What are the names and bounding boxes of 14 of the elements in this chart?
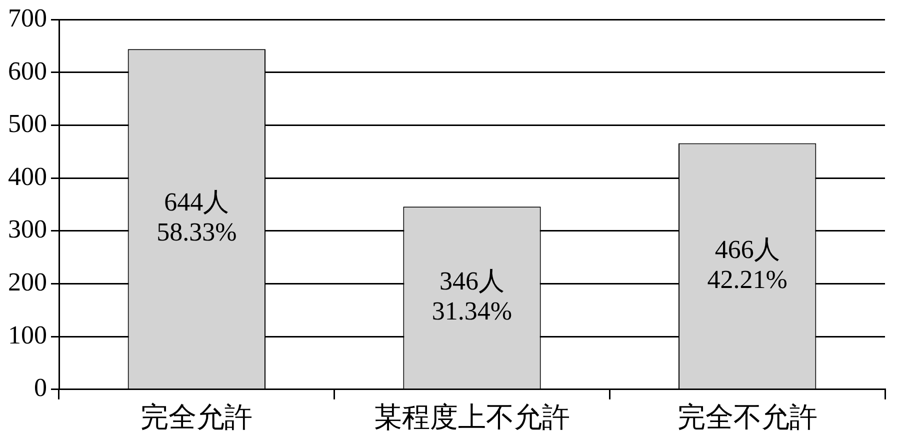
y-tick-label: 500 <box>8 109 47 138</box>
y-tick-label: 300 <box>8 214 47 244</box>
data-label: 644人 58.33% <box>156 188 237 247</box>
y-tick-label: 0 <box>34 373 47 402</box>
y-tick-label: 100 <box>8 320 47 350</box>
y-tick-label: 400 <box>8 162 47 191</box>
data-label: 346人 31.34% <box>432 266 512 326</box>
x-tick-label: 完全允許 <box>140 402 253 434</box>
y-tick-label: 200 <box>8 268 47 297</box>
y-tick-label: 700 <box>8 3 47 32</box>
y-tick-label: 600 <box>8 56 47 86</box>
x-tick-label: 完全不允許 <box>677 402 818 434</box>
data-label: 466人 42.21% <box>707 234 788 294</box>
x-tick-label: 某程度上不允許 <box>374 402 570 434</box>
